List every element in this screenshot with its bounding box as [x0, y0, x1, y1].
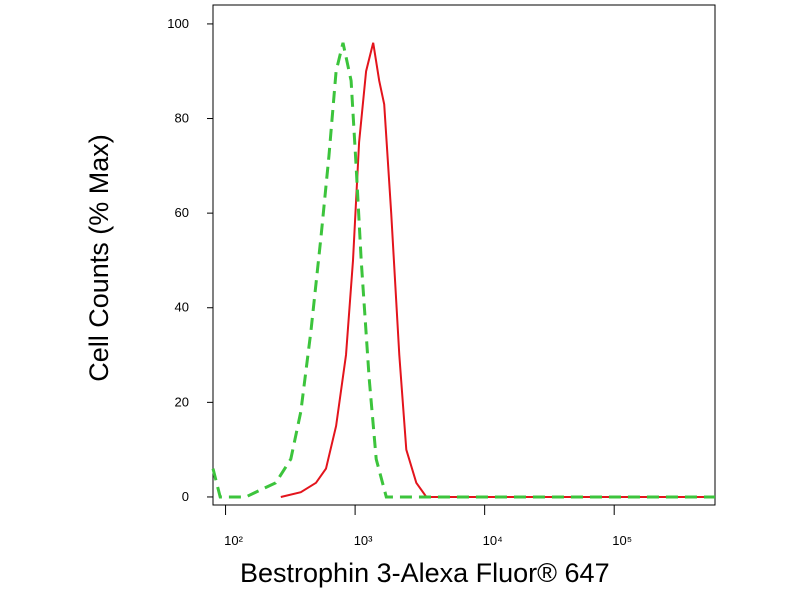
plot-frame: [212, 4, 716, 506]
series-line: [211, 42, 715, 499]
y-tick-label: 0: [182, 489, 189, 504]
y-tick-label: 100: [167, 16, 189, 31]
x-tick-label: 10⁵: [612, 533, 632, 548]
y-tick-label: 20: [175, 394, 189, 409]
y-tick-label: 40: [175, 300, 189, 315]
y-tick-label: 80: [175, 111, 189, 126]
y-tick-label: 60: [175, 205, 189, 220]
x-tick-label: 10³: [354, 533, 373, 548]
x-tick-label: 10²: [224, 533, 243, 548]
y-axis-label: Cell Counts (% Max): [84, 134, 114, 382]
x-axis-label: Bestrophin 3-Alexa Fluor® 647: [240, 558, 610, 588]
series-line: [280, 42, 715, 498]
x-tick-label: 10⁴: [483, 533, 503, 548]
